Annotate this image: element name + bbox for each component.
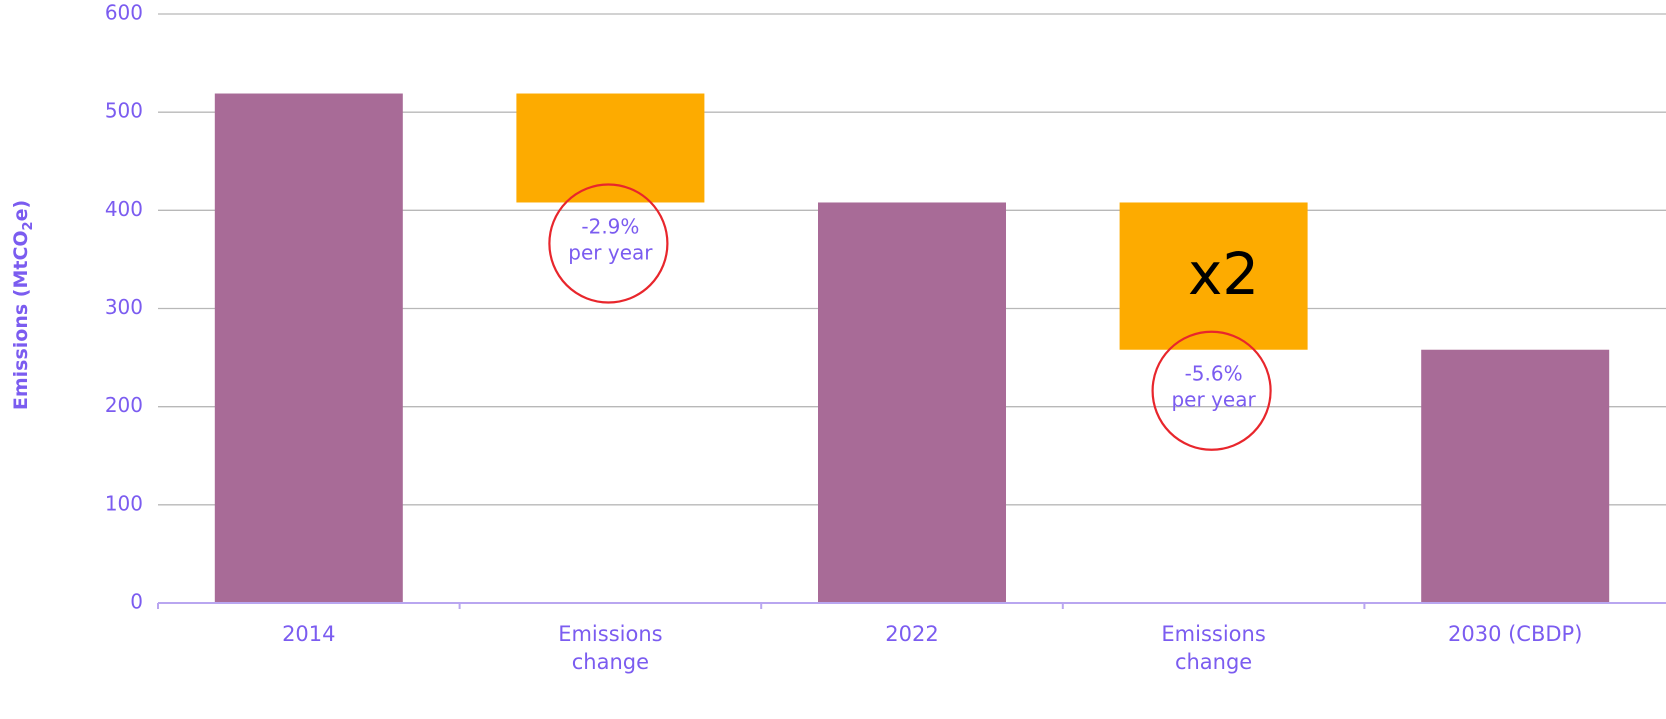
x-axis	[157, 602, 1666, 609]
y-axis-title: Emissions (MtCO2e)	[10, 200, 37, 410]
y-tick-label: 600	[105, 1, 143, 25]
total-bar	[214, 93, 403, 603]
rate-annotation: -2.9% per year	[568, 214, 653, 264]
y-tick-label: 500	[105, 99, 143, 123]
y-tick-labels: 0 100 200 300 400 500 600	[105, 1, 143, 614]
y-tick-label: 0	[130, 590, 143, 614]
category-labels: 2014 Emissions change 2022 Emissions change 20…	[282, 622, 1582, 674]
category-label: Emissions change	[558, 622, 662, 674]
multiplier-label: x2	[1188, 240, 1259, 308]
y-tick-label: 300	[105, 295, 143, 319]
annotations: -2.9% per year -5.6% per year x2	[548, 183, 1272, 451]
change-bar	[1119, 202, 1308, 350]
y-tick-label: 100	[105, 491, 143, 515]
total-bar	[1421, 349, 1610, 603]
y-tick-label: 200	[105, 393, 143, 417]
highlight-circle	[1151, 330, 1272, 451]
bars	[214, 93, 1610, 604]
category-label: 2014	[282, 622, 335, 646]
total-bar	[818, 202, 1006, 604]
change-bar	[516, 93, 705, 203]
y-axis-title-subscript: 2	[21, 221, 36, 230]
category-label: Emissions change	[1161, 622, 1265, 674]
category-label: 2022	[885, 622, 938, 646]
y-axis-title-suffix: e)	[10, 200, 32, 222]
y-tick-label: 400	[105, 197, 143, 221]
rate-annotation: -5.6% per year	[1171, 361, 1256, 411]
y-axis-title-main: Emissions (MtCO	[10, 230, 32, 410]
highlight-circle	[548, 183, 669, 304]
category-label: 2030 (CBDP)	[1448, 622, 1582, 646]
